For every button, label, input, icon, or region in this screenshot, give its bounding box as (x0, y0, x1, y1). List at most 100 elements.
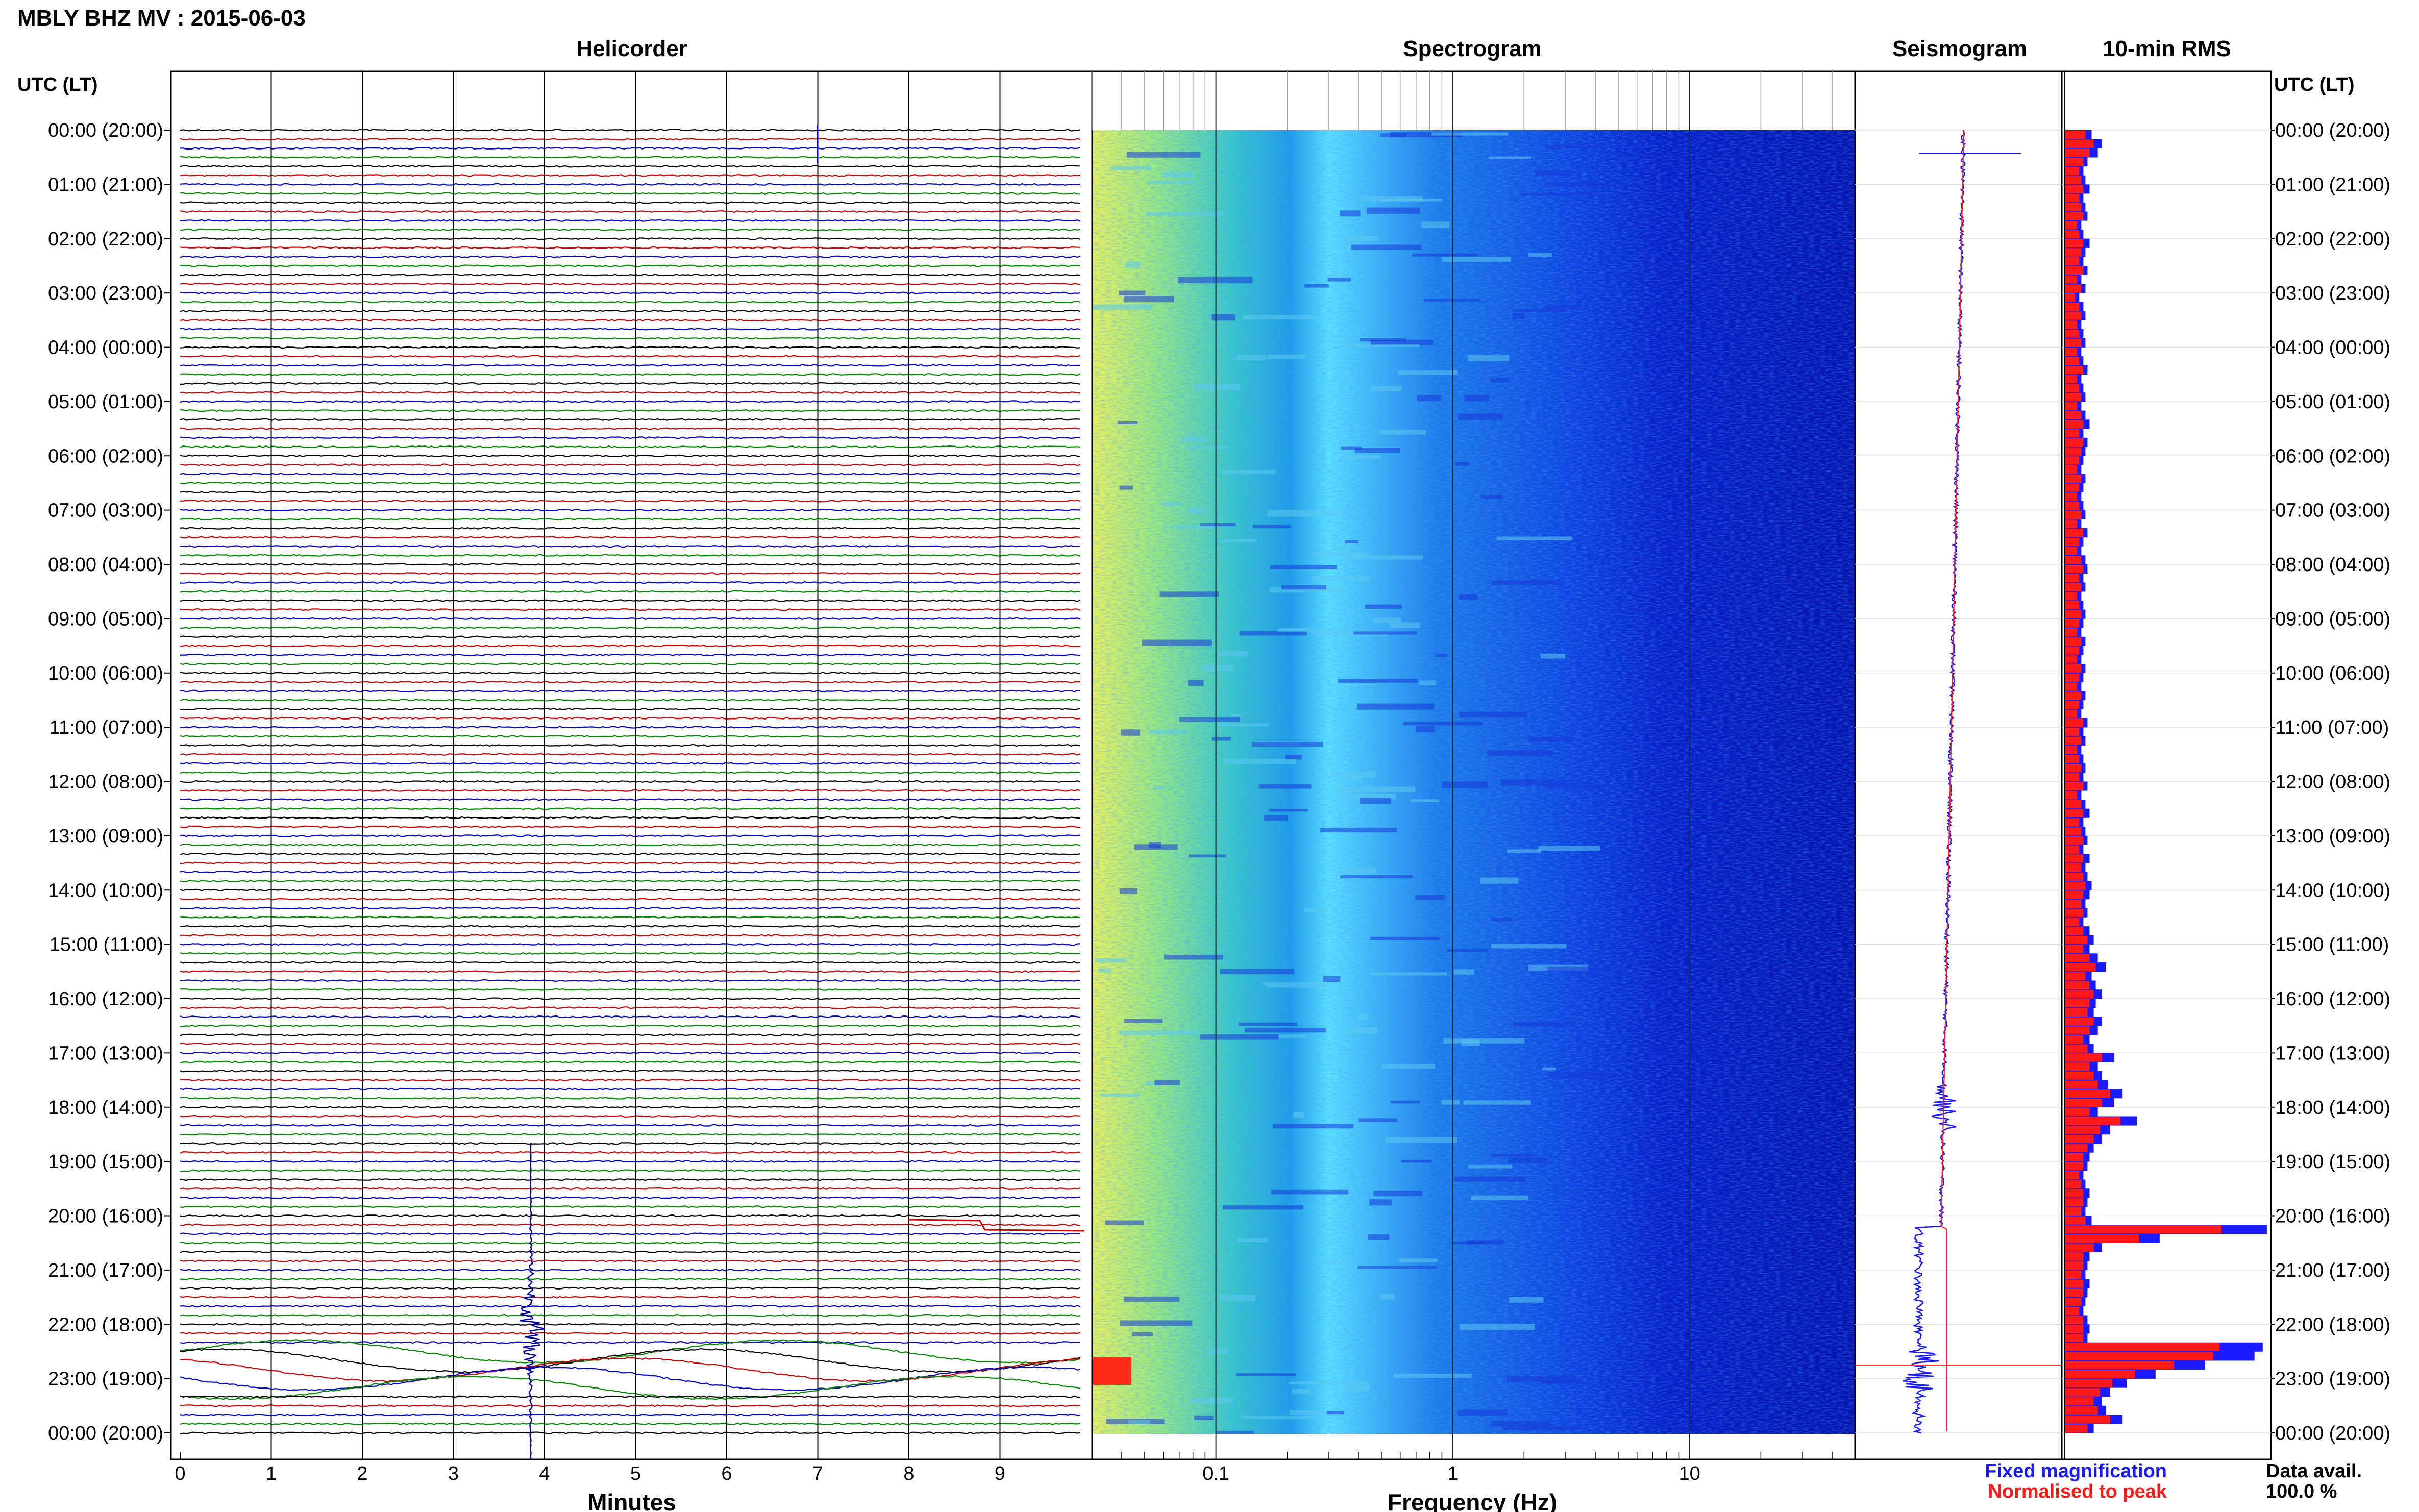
rms-bar-normalised (2065, 556, 2082, 564)
time-labels: 00:00 (20:00) 00:00 (20:00) 01:00 (21:00) 0… (48, 120, 2390, 1444)
rms-bar-normalised (2065, 1415, 2110, 1424)
helicorder-trace (180, 1332, 1081, 1335)
rms-bar-normalised (2065, 1189, 2084, 1198)
spectrogram-x-tick-label: 1 (1447, 1463, 1458, 1484)
time-label-right: 04:00 (00:00) (2275, 337, 2390, 359)
rms-bar-normalised (2065, 1144, 2088, 1152)
rms-bar-normalised (2065, 1406, 2098, 1415)
helicorder-trace (180, 1422, 1081, 1425)
helicorder-trace (180, 355, 1081, 358)
rms-bar-normalised (2065, 529, 2084, 537)
rms-bar-normalised (2065, 1044, 2088, 1053)
rms-bar-normalised (2065, 664, 2082, 673)
rms-bar-normalised (2065, 1035, 2084, 1044)
helicorder-trace (180, 708, 1081, 711)
helicorder-trace (180, 373, 1081, 376)
rms-bar-normalised (2065, 1333, 2084, 1343)
helicorder-trace (180, 210, 1081, 213)
helicorder-trace (180, 1413, 1081, 1417)
rms-bar-normalised (2065, 348, 2078, 356)
rms-bar-normalised (2065, 1071, 2094, 1080)
rms-bar-normalised (2065, 881, 2086, 890)
helicorder-trace (180, 183, 1081, 186)
helicorder-trace (180, 1339, 1081, 1364)
rms-bar-normalised (2065, 330, 2080, 338)
helicorder-trace (180, 1404, 1081, 1407)
helicorder-trace (180, 536, 1081, 539)
spectrogram-x-tick-label: 0.1 (1202, 1463, 1229, 1484)
helicorder-trace (180, 427, 1081, 430)
helicorder-trace (180, 1357, 1081, 1382)
rms-bar-normalised (2065, 728, 2080, 736)
rms-frame (2061, 70, 2272, 1460)
time-label-left: 03:00 (23:00) (48, 283, 163, 304)
time-label-right: 19:00 (15:00) (2275, 1151, 2390, 1173)
helicorder-trace (180, 192, 1081, 195)
helicorder-trace (180, 1259, 1081, 1262)
rms-bar-normalised (2065, 1162, 2084, 1171)
helicorder-traces (180, 129, 1081, 1434)
helicorder-trace (180, 1042, 1081, 1046)
time-label-left: 13:00 (09:00) (48, 826, 163, 847)
time-label-right: 22:00 (18:00) (2275, 1314, 2390, 1335)
helicorder-trace (180, 1151, 1081, 1154)
rms-bar-normalised (2065, 501, 2080, 510)
helicorder-trace (180, 282, 1081, 286)
helicorder-trace (180, 753, 1081, 756)
helicorder-trace (180, 934, 1081, 937)
rms-bar-normalised (2065, 818, 2080, 827)
rms-bar-normalised (2065, 1370, 2135, 1379)
helicorder-trace (180, 716, 1081, 720)
helicorder-trace (180, 726, 1081, 729)
helicorder-x-tick-label: 8 (903, 1463, 914, 1484)
rms-bar-normalised (2065, 194, 2080, 203)
rms-bar-normalised (2065, 1171, 2080, 1180)
rms-bar-normalised (2065, 927, 2084, 935)
rms-bar-normalised (2065, 1180, 2082, 1188)
spectrogram-hot-spot (1093, 1357, 1131, 1385)
time-label-right: 01:00 (21:00) (2275, 174, 2390, 195)
helicorder-trace (180, 364, 1081, 367)
helicorder-trace (180, 473, 1081, 476)
seismogram-panel (1854, 70, 2063, 1460)
time-label-left: 02:00 (22:00) (48, 229, 163, 250)
rms-bar-normalised (2065, 800, 2082, 809)
helicorder-trace (180, 1296, 1080, 1299)
helicorder-trace (180, 743, 1081, 747)
rms-bar-normalised (2065, 1026, 2090, 1035)
time-label-right: 16:00 (12:00) (2275, 988, 2390, 1010)
helicorder-trace (180, 843, 1081, 847)
rms-bar-normalised (2065, 935, 2088, 945)
helicorder-x-tick-label: 9 (995, 1463, 1005, 1484)
helicorder-trace (180, 699, 1081, 702)
time-label-left: 14:00 (10:00) (48, 880, 163, 901)
data-avail-value: 100.0 % (2266, 1481, 2337, 1502)
rms-bar-normalised (2065, 736, 2082, 746)
helicorder-trace (180, 961, 1081, 964)
panel-title-rms: 10-min RMS (2103, 36, 2231, 61)
time-label-left: 07:00 (03:00) (48, 500, 163, 522)
rms-bar-normalised (2065, 1225, 2222, 1234)
time-label-left: 21:00 (17:00) (48, 1260, 163, 1281)
helicorder-trace (180, 789, 1081, 792)
helicorder-trace (180, 861, 1081, 864)
rms-bar-normalised (2065, 655, 2078, 664)
helicorder-trace (180, 1242, 1081, 1245)
helicorder-trace (180, 780, 1081, 783)
rms-bar-normalised (2065, 601, 2080, 610)
rms-bar-normalised (2065, 782, 2084, 790)
rms-bar-normalised (2065, 1279, 2084, 1288)
rms-bar-normalised (2065, 158, 2084, 166)
helicorder-trace (180, 1250, 1081, 1254)
time-label-right: 18:00 (14:00) (2275, 1097, 2390, 1119)
helicorder-trace (180, 418, 1081, 421)
data-avail-label: Data avail. (2266, 1460, 2362, 1482)
rms-bar-normalised (2065, 212, 2084, 220)
rms-bar-normalised (2065, 1062, 2090, 1071)
time-label-left: 06:00 (02:00) (48, 445, 163, 467)
rms-bar-normalised (2065, 746, 2078, 754)
time-label-left: 04:00 (00:00) (48, 337, 163, 359)
helicorder-trace (180, 337, 1081, 340)
rms-bar-normalised (2065, 375, 2078, 383)
spectrogram-xlabel: Frequency (Hz) (1388, 1489, 1557, 1512)
